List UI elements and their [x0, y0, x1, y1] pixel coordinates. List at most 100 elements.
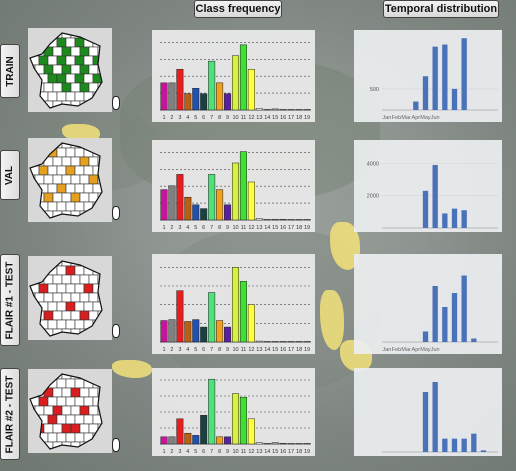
department — [65, 432, 76, 443]
highlighted-department — [38, 55, 49, 66]
department — [92, 265, 102, 276]
highlighted-department — [43, 46, 54, 57]
department — [52, 423, 63, 434]
class-tick-label: 6 — [202, 115, 205, 121]
class-bar-4 — [184, 321, 192, 343]
department — [52, 292, 63, 303]
highlighted-department — [56, 55, 67, 66]
department — [88, 374, 99, 380]
temporal-chart-flair2 — [354, 368, 502, 456]
departments-group — [30, 33, 102, 108]
department — [92, 147, 102, 158]
class-tick-label: 12 — [248, 115, 254, 121]
department — [74, 283, 85, 294]
class-bar-14 — [263, 443, 271, 445]
temporal-chart-svg: 2000 4000 — [367, 161, 498, 229]
class-tick-label: 15 — [272, 115, 278, 121]
department — [65, 147, 76, 158]
class-bar-2 — [168, 436, 176, 445]
department — [101, 432, 102, 443]
month-tick-label: Feb — [392, 115, 401, 121]
department — [97, 100, 102, 108]
department — [70, 156, 81, 167]
department — [30, 33, 36, 39]
row-label-val: VAL — [0, 150, 20, 200]
class-bar-5 — [192, 204, 200, 221]
department — [65, 91, 76, 102]
department — [30, 143, 36, 149]
department — [101, 147, 102, 158]
class-tick-label: 3 — [178, 115, 181, 121]
class-tick-label: 3 — [178, 449, 181, 455]
class-tick-label: 1 — [162, 347, 165, 353]
coastal-sand-patch — [62, 124, 100, 142]
department — [30, 423, 36, 434]
department — [30, 432, 40, 443]
department — [88, 100, 99, 108]
class-bar-6 — [200, 414, 208, 445]
department — [74, 183, 85, 194]
row-label-text: VAL — [4, 165, 16, 185]
temporal-bar-Jun — [432, 165, 438, 228]
class-tick-label: 10 — [232, 347, 238, 353]
department — [61, 387, 72, 398]
department — [34, 292, 45, 303]
department — [97, 310, 102, 321]
class-tick-label: 3 — [178, 347, 181, 353]
class-bar-14 — [263, 109, 271, 111]
class-bar-10 — [231, 55, 240, 111]
france-outline — [29, 32, 103, 109]
department — [52, 274, 63, 285]
month-tick-label: Mar — [401, 347, 411, 353]
class-tick-label: 9 — [226, 347, 229, 353]
class-bar-7 — [208, 174, 216, 221]
class-bar-18 — [295, 443, 303, 445]
class-bar-11 — [239, 151, 247, 221]
department — [61, 292, 72, 303]
department — [74, 147, 85, 158]
department — [101, 378, 102, 389]
department — [30, 156, 36, 167]
department — [38, 265, 49, 276]
month-tick-label: Jan — [382, 115, 391, 121]
department — [30, 310, 36, 321]
highlighted-department — [74, 73, 85, 84]
department — [52, 82, 63, 93]
department — [30, 210, 36, 218]
class-tick-label: 19 — [304, 347, 310, 353]
department — [30, 374, 36, 380]
temporal-bar-Jun — [432, 382, 438, 452]
department — [61, 192, 72, 203]
department — [65, 201, 76, 212]
department — [101, 165, 102, 176]
department — [65, 183, 76, 194]
department — [56, 432, 67, 443]
department — [43, 33, 54, 39]
month-tick-label: Mar — [401, 115, 411, 121]
department — [101, 301, 102, 312]
highlighted-department — [83, 283, 94, 294]
department — [30, 265, 40, 276]
department — [79, 192, 90, 203]
department — [97, 261, 102, 267]
class-bar-15 — [271, 218, 279, 221]
class-tick-label: 6 — [202, 449, 205, 455]
department — [52, 64, 63, 75]
class-bar-11 — [239, 44, 247, 111]
temporal-bar-Sep — [461, 438, 467, 452]
class-tick-label: 15 — [272, 449, 278, 455]
department — [43, 82, 54, 93]
corsica-icon — [112, 96, 120, 110]
france-map-svg — [29, 32, 103, 109]
class-tick-label: 12 — [248, 449, 254, 455]
class-bar-18 — [295, 341, 303, 343]
department — [97, 143, 102, 149]
temporal-bar-Aug — [451, 293, 458, 342]
class-bar-12 — [247, 304, 255, 343]
department — [88, 143, 99, 149]
department — [88, 156, 99, 167]
department — [30, 387, 36, 398]
department — [79, 292, 90, 303]
y-tick-label: 2000 — [367, 194, 379, 200]
department — [56, 378, 67, 389]
